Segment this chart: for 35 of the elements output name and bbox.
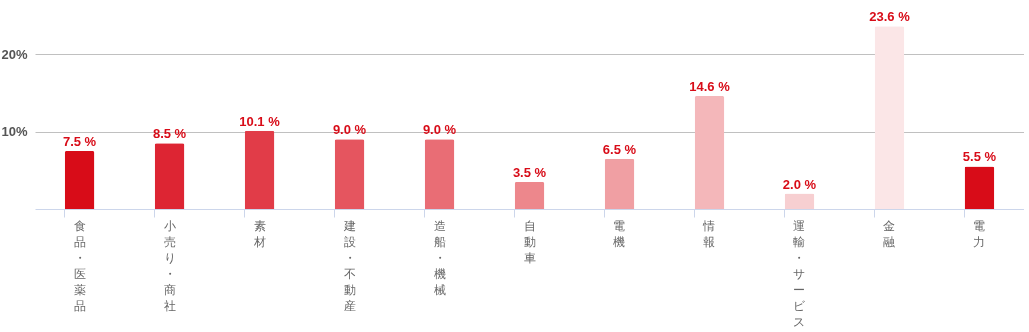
y-tick-label: 10% xyxy=(1,124,28,140)
data-label: 9.0 % xyxy=(422,122,457,138)
x-tick-label: 素材 xyxy=(252,218,266,249)
data-label: 7.5 % xyxy=(62,133,97,149)
bar xyxy=(514,181,545,209)
data-label: 10.1 % xyxy=(239,113,281,129)
x-tick-label: 情報 xyxy=(702,218,716,249)
bar xyxy=(244,130,275,209)
x-tick-label: 建設・不動産 xyxy=(342,218,356,313)
bar xyxy=(424,139,455,209)
bar xyxy=(694,95,725,209)
bar xyxy=(874,26,905,209)
data-label: 2.0 % xyxy=(782,176,817,192)
bar xyxy=(964,166,995,209)
data-label: 3.5 % xyxy=(512,164,547,180)
data-label: 6.5 % xyxy=(602,141,637,157)
x-tick-label: 運輸・サービス xyxy=(793,218,807,329)
data-label: 9.0 % xyxy=(332,122,367,138)
x-tick-label: 造船・機械 xyxy=(433,218,446,297)
bar xyxy=(784,193,815,209)
data-label: 8.5 % xyxy=(152,126,187,142)
x-tick-label: 電力 xyxy=(973,218,986,249)
bar xyxy=(604,158,635,209)
bar xyxy=(334,139,365,209)
bar xyxy=(64,150,95,209)
x-tick-label: 自動車 xyxy=(523,218,536,265)
y-tick-label: 20% xyxy=(1,46,28,62)
x-tick-label: 金融 xyxy=(883,218,896,249)
bar xyxy=(154,143,185,209)
data-label: 23.6 % xyxy=(869,9,911,25)
data-label: 14.6 % xyxy=(689,78,731,94)
x-tick-label: 小売り・商社 xyxy=(163,218,176,313)
x-tick-label: 電機 xyxy=(613,218,626,249)
data-label: 5.5 % xyxy=(962,149,997,165)
x-tick-label: 食品・医薬品 xyxy=(73,218,86,313)
